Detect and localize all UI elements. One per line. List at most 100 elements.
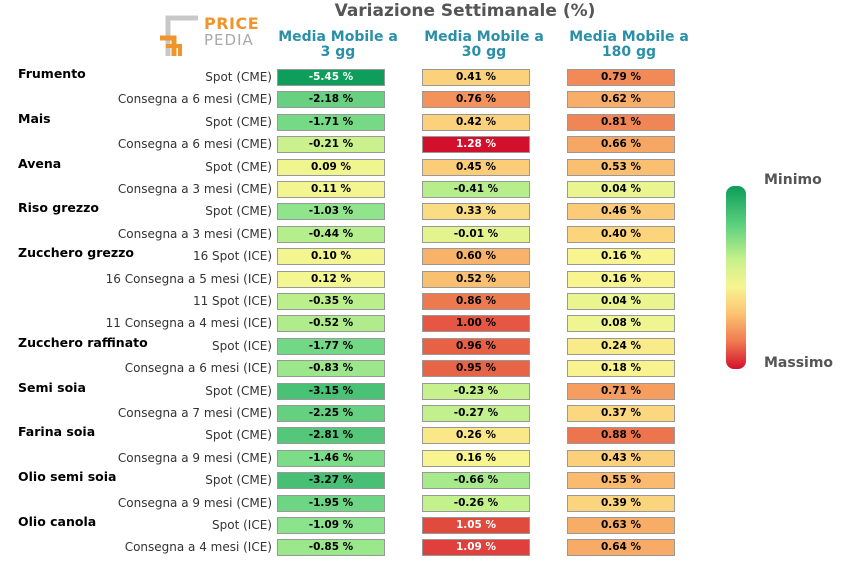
- column-header-180gg: Media Mobile a 180 gg: [569, 29, 689, 60]
- heatmap-cell: 0.16 %: [567, 248, 675, 266]
- heatmap-cell: 0.16 %: [422, 449, 530, 467]
- heatmap-cell: 0.41 %: [422, 69, 530, 86]
- heatmap-cell: -1.71 %: [277, 113, 385, 131]
- heatmap-cell: -0.83 %: [277, 360, 385, 378]
- contract-label: Consegna a 6 mesi (CME): [117, 137, 272, 152]
- heatmap-cell: 0.86 %: [422, 293, 530, 310]
- heatmap-cell: 0.04 %: [567, 181, 675, 198]
- heatmap-cell: 1.28 %: [422, 136, 530, 154]
- commodity-group-label: Zucchero raffinato: [18, 334, 148, 350]
- heatmap-cell: 0.16 %: [567, 270, 675, 288]
- heatmap-cell: 0.81 %: [567, 113, 675, 131]
- heatmap-cell: 1.09 %: [422, 539, 530, 557]
- heatmap-cell: -0.23 %: [422, 382, 530, 400]
- heatmap-cell: 1.00 %: [422, 315, 530, 333]
- heatmap-cell: 0.76 %: [422, 91, 530, 109]
- heatmap-cell: 0.40 %: [567, 225, 675, 243]
- contract-label: 16 Spot (ICE): [192, 249, 272, 264]
- heatmap-cell: 0.26 %: [422, 427, 530, 445]
- heatmap-cell: 0.12 %: [277, 270, 385, 288]
- heatmap-cell: -0.44 %: [277, 225, 385, 243]
- commodity-group-label: Semi soia: [18, 379, 86, 395]
- heatmap-cell: -2.18 %: [277, 91, 385, 109]
- heatmap-cell: 0.08 %: [567, 315, 675, 333]
- heatmap-cell: -1.95 %: [277, 494, 385, 512]
- heatmap-cell: 0.60 %: [422, 248, 530, 266]
- contract-label: Consegna a 6 mesi (CME): [117, 92, 272, 107]
- chart-title: Variazione Settimanale (%): [334, 1, 596, 21]
- commodity-group-label: Mais: [18, 110, 51, 126]
- heatmap-cell: 0.37 %: [567, 405, 675, 422]
- contract-label: Spot (CME): [205, 114, 272, 129]
- heatmap-cell: -1.03 %: [277, 203, 385, 221]
- contract-label: Spot (ICE): [212, 338, 272, 353]
- legend-label-min: Minimo: [764, 172, 822, 188]
- contract-label: Consegna a 9 mesi (CME): [117, 450, 272, 465]
- heatmap-cell: 0.18 %: [567, 360, 675, 378]
- heatmap-cell: -3.27 %: [277, 472, 385, 490]
- contract-label: Spot (CME): [205, 159, 272, 174]
- heatmap-cell: 0.43 %: [567, 449, 675, 467]
- heatmap-cell: -1.09 %: [277, 517, 385, 534]
- color-scale-legend: [726, 186, 746, 369]
- heatmap-cell: 0.33 %: [422, 203, 530, 221]
- contract-label: Consegna a 3 mesi (CME): [117, 182, 272, 196]
- heatmap-cell: 0.10 %: [277, 248, 385, 266]
- heatmap-cell: 0.63 %: [567, 517, 675, 534]
- heatmap-cell: 0.88 %: [567, 427, 675, 445]
- heatmap-cell: 0.62 %: [567, 91, 675, 109]
- logo-text-pedia: PEDIA: [204, 31, 254, 49]
- heatmap-cell: -0.85 %: [277, 539, 385, 557]
- heatmap-cell: 0.09 %: [277, 158, 385, 176]
- legend-label-max: Massimo: [764, 355, 834, 371]
- commodity-group-label: Riso grezzo: [18, 200, 100, 216]
- contract-label: Consegna a 3 mesi (CME): [117, 226, 272, 241]
- contract-label: Consegna a 4 mesi (ICE): [124, 540, 272, 555]
- logo-text-price: PRICE: [204, 14, 260, 33]
- heatmap-cell: 0.11 %: [277, 181, 385, 198]
- contract-label: Spot (CME): [205, 383, 272, 398]
- contract-label: Spot (CME): [205, 204, 272, 219]
- heatmap-cell: 0.53 %: [567, 158, 675, 176]
- heatmap-cell: -0.52 %: [277, 315, 385, 333]
- heatmap-cell: -2.25 %: [277, 405, 385, 422]
- heatmap-cell: -0.26 %: [422, 494, 530, 512]
- commodity-group-label: Olio canola: [18, 514, 97, 529]
- heatmap-cell: -0.21 %: [277, 136, 385, 154]
- contract-label: Consegna a 7 mesi (CME): [117, 406, 272, 420]
- commodity-group-label: Farina soia: [18, 424, 96, 440]
- heatmap-cell: -5.45 %: [277, 69, 385, 86]
- heatmap-cell: -2.81 %: [277, 427, 385, 445]
- contract-label: Consegna a 9 mesi (CME): [117, 495, 272, 510]
- heatmap-cell: -0.27 %: [422, 405, 530, 422]
- pricepedia-logo: PRICE PEDIA: [158, 12, 260, 60]
- heatmap-cell: 0.46 %: [567, 203, 675, 221]
- heatmap-cell: 0.71 %: [567, 382, 675, 400]
- heatmap-cell: -0.01 %: [422, 225, 530, 243]
- heatmap-cell: 0.96 %: [422, 337, 530, 355]
- heatmap-cell: 1.05 %: [422, 517, 530, 534]
- contract-label: 16 Consegna a 5 mesi (ICE): [105, 271, 272, 286]
- heatmap-cell: 0.04 %: [567, 293, 675, 310]
- commodity-group-label: Frumento: [18, 66, 86, 81]
- contract-label: 11 Consegna a 4 mesi (ICE): [105, 316, 272, 331]
- heatmap-cell: -1.77 %: [277, 337, 385, 355]
- contract-label: Spot (CME): [205, 473, 272, 488]
- heatmap-cell: -0.41 %: [422, 181, 530, 198]
- heatmap-cell: 0.79 %: [567, 69, 675, 86]
- column-header-30gg: Media Mobile a 30 gg: [424, 29, 544, 60]
- commodity-group-label: Zucchero grezzo: [18, 245, 134, 261]
- contract-label: Spot (CME): [205, 428, 272, 443]
- heatmap-cell: -0.35 %: [277, 293, 385, 310]
- heatmap-cell: -0.66 %: [422, 472, 530, 490]
- heatmap-cell: 0.42 %: [422, 113, 530, 131]
- commodity-group-label: Avena: [18, 155, 62, 171]
- logo-mark-icon: [160, 15, 198, 56]
- heatmap-cell: 0.95 %: [422, 360, 530, 378]
- contract-label: Consegna a 6 mesi (ICE): [124, 361, 272, 376]
- contract-label: Spot (ICE): [212, 518, 272, 532]
- heatmap-cell: 0.24 %: [567, 337, 675, 355]
- contract-label: 11 Spot (ICE): [192, 294, 272, 308]
- heatmap-cell: 0.39 %: [567, 494, 675, 512]
